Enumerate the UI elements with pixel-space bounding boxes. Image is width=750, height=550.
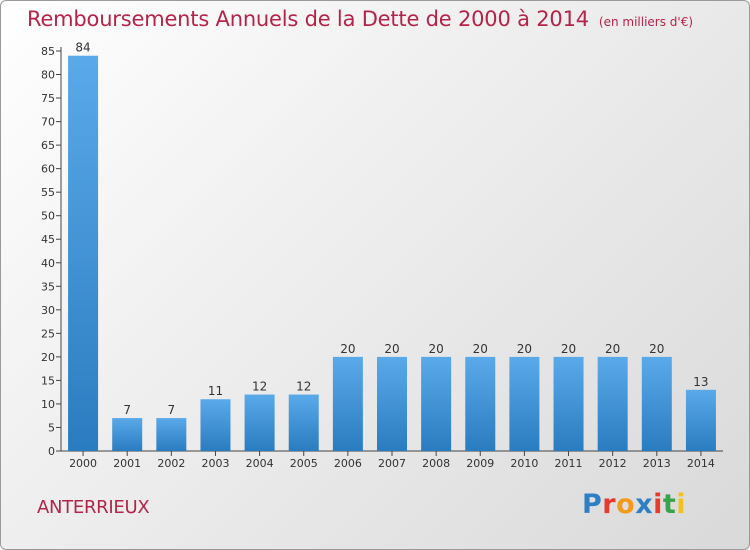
bar-2009 — [465, 356, 496, 451]
x-axis: 2000 2001 2002 2003 2004 2005 2006 2007 2008 2009… — [61, 450, 723, 470]
bar-2014 — [685, 389, 716, 451]
y-tick-label: 75 — [41, 92, 55, 105]
bar-2008 — [421, 356, 452, 451]
x-tick-label-2006: 2006 — [334, 457, 362, 470]
logo-letter: i — [676, 489, 687, 520]
y-tick-label: 50 — [41, 210, 55, 223]
bar-2012 — [597, 356, 628, 451]
value-label-2001: 7 — [123, 403, 131, 417]
logo-letter: o — [616, 489, 636, 520]
y-tick-label: 15 — [41, 374, 55, 387]
bar-2004 — [244, 394, 275, 451]
logo-letter: x — [635, 489, 654, 520]
y-tick-label: 70 — [41, 116, 55, 129]
x-tick-label-2014: 2014 — [687, 457, 715, 470]
value-label-2003: 11 — [208, 384, 223, 398]
logo-letter: P — [582, 489, 603, 520]
value-label-2011: 20 — [561, 342, 576, 356]
value-label-2004: 12 — [252, 380, 267, 394]
x-tick-label-2008: 2008 — [422, 457, 450, 470]
chart-unit: (en milliers d'€) — [598, 15, 694, 29]
bar-2001 — [112, 418, 143, 451]
x-tick-label-2009: 2009 — [466, 457, 494, 470]
x-tick-label-2013: 2013 — [643, 457, 671, 470]
y-tick-label: 85 — [41, 45, 55, 58]
value-label-2006: 20 — [340, 342, 355, 356]
value-label-2012: 20 — [605, 342, 620, 356]
bar-2011 — [553, 356, 584, 451]
value-label-2005: 12 — [296, 380, 311, 394]
y-tick-label: 0 — [48, 445, 55, 458]
logo-letter: i — [653, 489, 663, 520]
bar-2000 — [68, 55, 99, 452]
proxiti-logo[interactable]: Proxiti — [582, 489, 686, 520]
y-tick-label: 5 — [48, 421, 55, 434]
chart-header: Remboursements Annuels de la Dette de 20… — [27, 7, 693, 31]
y-tick-label: 20 — [41, 351, 55, 364]
y-tick-label: 65 — [41, 139, 55, 152]
value-label-2008: 20 — [428, 342, 443, 356]
x-tick-label-2005: 2005 — [290, 457, 318, 470]
value-label-2014: 13 — [693, 375, 708, 389]
value-label-2010: 20 — [517, 342, 532, 356]
bar-2007 — [377, 356, 407, 451]
y-tick-label: 80 — [41, 69, 55, 82]
y-axis: 0 5 10 15 20 25 30 35 40 45 50 55 60 65 70 75 80 85 — [41, 45, 62, 458]
chart-title: Remboursements Annuels de la Dette de 20… — [27, 7, 589, 31]
value-label-2000: 84 — [75, 41, 90, 55]
bar-2010 — [509, 356, 540, 451]
x-tick-label-2002: 2002 — [157, 457, 185, 470]
x-tick-label-2012: 2012 — [599, 457, 627, 470]
value-label-2007: 20 — [384, 342, 399, 356]
bar-2006 — [332, 356, 363, 451]
x-tick-label-2007: 2007 — [378, 457, 406, 470]
logo-letter: r — [602, 489, 617, 520]
y-tick-label: 25 — [41, 327, 55, 340]
y-tick-label: 45 — [41, 233, 55, 246]
y-tick-label: 60 — [41, 163, 55, 176]
y-tick-label: 40 — [41, 257, 55, 270]
bar-2013 — [641, 356, 672, 451]
bar-2002 — [156, 418, 187, 451]
x-tick-label-2000: 2000 — [69, 457, 97, 470]
x-tick-label-2010: 2010 — [510, 457, 538, 470]
bar-2003 — [200, 399, 231, 451]
x-tick-label-2001: 2001 — [113, 457, 141, 470]
y-tick-label: 10 — [41, 398, 55, 411]
bar-2005 — [288, 394, 319, 451]
logo-letter: t — [662, 489, 677, 520]
value-label-2002: 7 — [168, 403, 176, 417]
y-tick-label: 55 — [41, 186, 55, 199]
x-tick-label-2004: 2004 — [246, 457, 274, 470]
value-label-2013: 20 — [649, 342, 664, 356]
x-tick-label-2003: 2003 — [201, 457, 229, 470]
y-tick-label: 30 — [41, 304, 55, 317]
x-tick-label-2011: 2011 — [555, 457, 583, 470]
y-tick-label: 35 — [41, 280, 55, 293]
bars: 84 7 7 11 12 12 20 20 20 20 20 20 20 20 13 — [68, 41, 716, 452]
value-label-2009: 20 — [473, 342, 488, 356]
commune-name: ANTERRIEUX — [37, 497, 150, 518]
